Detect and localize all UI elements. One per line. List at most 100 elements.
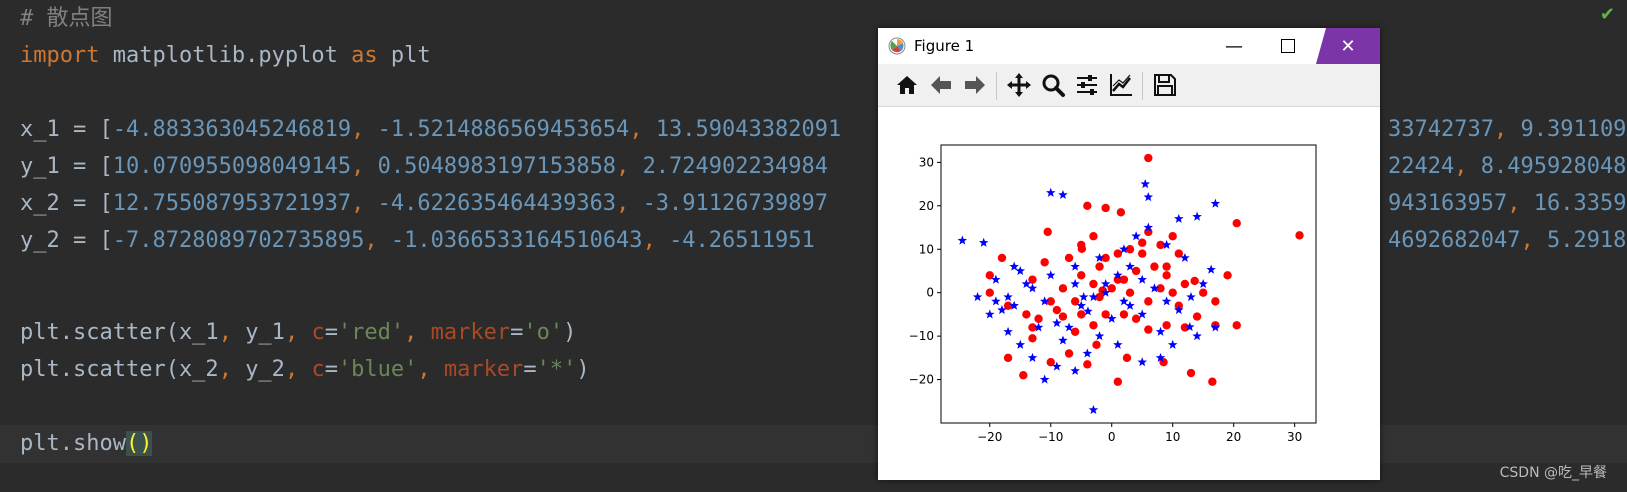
forward-button[interactable] bbox=[960, 70, 990, 100]
scatter-point-red bbox=[1162, 262, 1171, 271]
scatter-point-red bbox=[1101, 310, 1110, 319]
scatter-point-blue bbox=[957, 235, 968, 245]
x-tick-label: 20 bbox=[1226, 430, 1241, 444]
y1-val-0: 10.070955098049145 bbox=[112, 154, 352, 179]
scatter-point-red bbox=[1295, 231, 1304, 240]
scatter-point-blue bbox=[1149, 283, 1160, 293]
scatter-point-red bbox=[1046, 297, 1055, 306]
scatter-point-red bbox=[1003, 301, 1013, 310]
scatter-point-red bbox=[1116, 208, 1126, 217]
close-icon: ✕ bbox=[1340, 35, 1356, 57]
scatter-chart[interactable]: −20 −10 0 10 20 30 −20 −10 0 10 20 30 bbox=[878, 107, 1380, 480]
scatter-point-red bbox=[1028, 275, 1037, 284]
scatter-point-blue bbox=[1192, 211, 1202, 221]
close-button[interactable]: ✕ bbox=[1316, 28, 1380, 64]
scatter-point-red bbox=[1077, 271, 1086, 280]
pan-button[interactable] bbox=[1004, 70, 1034, 100]
scatter-point-blue bbox=[1180, 252, 1190, 262]
scatter-point-red bbox=[1028, 323, 1037, 332]
scatter-point-blue bbox=[1088, 292, 1099, 302]
scatter-point-blue bbox=[1167, 339, 1178, 349]
home-button[interactable] bbox=[892, 70, 922, 100]
scatter-point-red bbox=[1092, 340, 1101, 350]
scatter-point-blue bbox=[1113, 339, 1123, 349]
figure-titlebar[interactable]: Figure 1 — ✕ bbox=[878, 28, 1380, 64]
scatter-point-red bbox=[1095, 262, 1104, 271]
scatter-point-blue bbox=[1100, 279, 1111, 289]
scatter-point-red bbox=[1223, 271, 1232, 280]
figure-window[interactable]: Figure 1 — ✕ bbox=[878, 28, 1380, 480]
scatter-point-red bbox=[1119, 310, 1129, 319]
save-button[interactable] bbox=[1150, 70, 1180, 100]
scatter-point-red bbox=[1046, 357, 1055, 367]
code-line-x2-tail: 943163957, 16.3359 bbox=[1388, 191, 1627, 216]
matching-paren: () bbox=[125, 431, 153, 456]
scatter-point-blue bbox=[1100, 287, 1111, 297]
scatter-point-blue bbox=[972, 292, 983, 302]
minimize-button[interactable]: — bbox=[1208, 28, 1260, 64]
code-line-y2[interactable]: y_2 = [-7.8728089702735895, -1.036653316… bbox=[20, 228, 815, 253]
scatter-point-red bbox=[1144, 297, 1153, 306]
scatter-point-red bbox=[1070, 297, 1080, 306]
x-tick-label: −10 bbox=[1038, 430, 1063, 444]
maximize-button[interactable] bbox=[1262, 28, 1314, 64]
scatter-point-red bbox=[1192, 312, 1202, 321]
scatter-point-blue bbox=[1039, 374, 1050, 384]
code-line-x1[interactable]: x_1 = [-4.883363045246819, -1.5214886569… bbox=[20, 117, 842, 142]
code-line-show[interactable]: plt.show() bbox=[20, 431, 153, 456]
configure-subplots-button[interactable] bbox=[1072, 70, 1102, 100]
edit-axis-icon bbox=[1110, 74, 1132, 96]
scatter-point-red bbox=[1131, 266, 1141, 276]
y2-val-1: -1.0366533164510643 bbox=[390, 228, 643, 253]
scatter-point-blue bbox=[1155, 352, 1166, 362]
code-line-2[interactable]: import matplotlib.pyplot as plt bbox=[20, 37, 431, 75]
x1-val-0: -4.883363045246819 bbox=[112, 117, 352, 142]
back-icon bbox=[931, 76, 951, 94]
code-line-x2[interactable]: x_2 = [12.755087953721937, -4.6226354644… bbox=[20, 191, 828, 216]
scatter-point-red bbox=[1180, 323, 1190, 332]
figure-canvas[interactable]: −20 −10 0 10 20 30 −20 −10 0 10 20 30 bbox=[878, 107, 1380, 480]
code-line-1[interactable]: # 散点图 bbox=[20, 0, 113, 38]
scatter-point-blue bbox=[1009, 300, 1019, 310]
scatter-point-red bbox=[1022, 310, 1031, 319]
code-line-scatter1[interactable]: plt.scatter(x_1, y_1, c='red', marker='o… bbox=[20, 320, 577, 345]
x2-val-1: -4.622635464439363 bbox=[377, 191, 617, 216]
scatter-point-blue bbox=[1083, 306, 1093, 316]
scatter-point-red bbox=[1232, 218, 1241, 228]
zoom-button[interactable] bbox=[1038, 70, 1068, 100]
save-icon bbox=[1154, 74, 1176, 96]
scatter-point-red bbox=[1232, 321, 1241, 330]
code-line-scatter2[interactable]: plt.scatter(x_2, y_2, c='blue', marker='… bbox=[20, 357, 590, 382]
scatter-point-blue bbox=[1143, 192, 1154, 202]
watermark: CSDN @吃_早餐 bbox=[1499, 465, 1607, 481]
scatter-point-red bbox=[1208, 377, 1217, 386]
scatter-point-blue bbox=[1137, 309, 1147, 319]
scatter-point-red bbox=[1107, 284, 1116, 293]
scatter-point-red bbox=[1144, 153, 1153, 163]
scatter-point-blue bbox=[1131, 231, 1141, 241]
y1-prefix: y_1 = [ bbox=[20, 154, 113, 179]
code-comment: # 散点图 bbox=[20, 6, 113, 31]
edit-axis-button[interactable] bbox=[1106, 70, 1136, 100]
back-button[interactable] bbox=[926, 70, 956, 100]
scatter-point-blue bbox=[1185, 322, 1195, 332]
code-line-y1[interactable]: y_1 = [10.070955098049145, 0.50489831971… bbox=[20, 154, 828, 179]
scatter-point-red bbox=[1101, 253, 1110, 263]
scatter-point-blue bbox=[991, 296, 1001, 306]
scatter-point-blue bbox=[1174, 305, 1184, 315]
y1-val-1: 0.5048983197153858 bbox=[377, 154, 617, 179]
scatter-point-red bbox=[985, 288, 994, 297]
axes-frame bbox=[940, 144, 1317, 424]
scatter-point-blue bbox=[1039, 296, 1050, 306]
scatter-point-red bbox=[1052, 305, 1062, 315]
scatter-point-blue bbox=[1210, 322, 1221, 332]
scatter-point-red bbox=[1113, 249, 1123, 258]
scatter-point-red bbox=[1019, 371, 1028, 380]
scatter-point-blue bbox=[1161, 239, 1172, 249]
scatter-point-blue bbox=[1015, 339, 1026, 349]
inspection-ok-icon[interactable]: ✔ bbox=[1599, 4, 1615, 25]
scatter-point-blue bbox=[1058, 189, 1068, 199]
scatter-point-blue bbox=[1094, 252, 1105, 262]
scatter-point-blue bbox=[1058, 335, 1068, 345]
